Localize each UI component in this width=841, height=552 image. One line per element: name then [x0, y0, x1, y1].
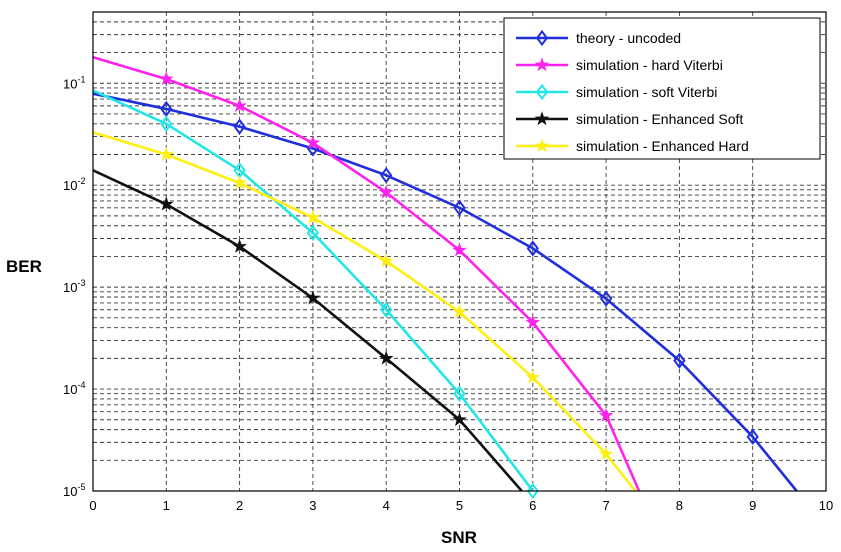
y-tick-label: 10-1	[63, 74, 85, 91]
diamond-marker	[306, 224, 320, 242]
star-marker	[598, 446, 614, 461]
legend-label: theory - uncoded	[576, 30, 681, 46]
star-marker	[305, 209, 321, 224]
x-tick-label: 1	[163, 498, 170, 513]
star-marker	[232, 98, 247, 113]
series-line	[92, 169, 523, 492]
diamond-marker	[673, 352, 686, 369]
legend-entry: simulation - soft Viterbi	[516, 83, 717, 101]
x-tick-label: 4	[383, 498, 390, 513]
star-marker	[158, 196, 174, 211]
legend-entry: theory - uncoded	[516, 29, 681, 47]
diamond-marker	[746, 428, 759, 445]
axis-tick-labels: 0 1 2 3 4 5 6 7 8 9 10 10-5 10-4 10-3 10-2 10-1	[63, 74, 833, 513]
diamond-marker	[453, 199, 466, 216]
star-marker	[305, 290, 321, 305]
star-marker	[525, 369, 541, 384]
star-marker	[452, 304, 467, 319]
legend-entry: simulation - hard Viterbi	[516, 57, 723, 73]
star-marker	[378, 350, 394, 365]
legend-label: simulation - soft Viterbi	[576, 84, 717, 100]
diamond-marker	[599, 290, 613, 307]
x-tick-label: 10	[819, 498, 833, 513]
series-3	[92, 89, 539, 500]
diamond-marker	[160, 100, 173, 118]
x-tick-label: 0	[89, 498, 96, 513]
series-lines	[92, 55, 798, 500]
x-axis-title: SNR	[441, 528, 477, 547]
star-marker	[452, 412, 467, 426]
diamond-marker	[526, 482, 539, 500]
x-tick-label: 8	[676, 498, 683, 513]
legend: theory - uncoded simulation - hard Viterb…	[503, 17, 821, 160]
x-tick-label: 5	[456, 498, 463, 513]
star-marker	[232, 238, 247, 253]
x-tick-label: 6	[529, 498, 536, 513]
y-tick-label: 10-3	[63, 278, 85, 295]
x-tick-label: 7	[602, 498, 609, 513]
series-1	[92, 92, 798, 492]
x-tick-label: 3	[309, 498, 316, 513]
diamond-marker	[380, 167, 393, 184]
star-marker	[378, 184, 394, 199]
star-marker	[598, 407, 614, 422]
y-axis-title: BER	[6, 257, 42, 276]
y-tick-label: 10-4	[63, 380, 85, 397]
star-marker	[534, 111, 550, 126]
series-4	[92, 169, 523, 492]
legend-box	[503, 17, 821, 160]
star-marker	[305, 135, 321, 150]
diamond-marker	[233, 118, 246, 135]
diamond-marker	[453, 385, 466, 402]
star-marker	[525, 314, 541, 329]
diamond-marker	[535, 29, 549, 47]
series-line	[92, 92, 798, 492]
legend-label: simulation - Enhanced Soft	[576, 111, 743, 127]
star-marker	[158, 146, 174, 161]
star-marker	[378, 253, 394, 268]
star-marker	[534, 138, 550, 153]
diamond-marker	[526, 240, 539, 257]
diamond-marker	[535, 83, 549, 101]
series-line	[92, 131, 637, 492]
legend-entry: simulation - Enhanced Soft	[516, 111, 743, 127]
series-5	[92, 131, 637, 492]
star-marker	[158, 71, 174, 86]
plot-frame	[92, 11, 827, 492]
diamond-marker	[160, 115, 173, 132]
y-tick-label: 10-2	[63, 176, 85, 193]
diamond-marker	[380, 301, 393, 318]
legend-entry: simulation - Enhanced Hard	[516, 138, 749, 154]
x-tick-label: 9	[749, 498, 756, 513]
star-marker	[452, 242, 467, 257]
star-marker	[534, 57, 550, 72]
legend-label: simulation - hard Viterbi	[576, 57, 723, 73]
series-2	[92, 55, 641, 492]
y-tick-label: 10-5	[63, 482, 85, 499]
x-tick-label: 2	[236, 498, 243, 513]
legend-label: simulation - Enhanced Hard	[576, 138, 749, 154]
star-marker	[232, 175, 247, 190]
series-line	[92, 89, 534, 492]
